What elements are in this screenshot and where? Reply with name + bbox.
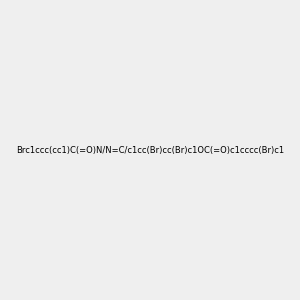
- Text: Brc1ccc(cc1)C(=O)N/N=C/c1cc(Br)cc(Br)c1OC(=O)c1cccc(Br)c1: Brc1ccc(cc1)C(=O)N/N=C/c1cc(Br)cc(Br)c1O…: [16, 146, 284, 154]
